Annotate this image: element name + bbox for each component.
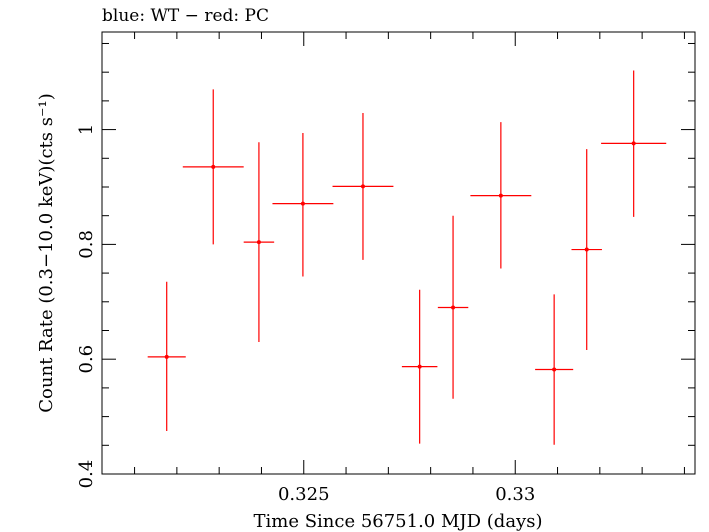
data-point: [571, 149, 602, 351]
data-marker: [631, 141, 636, 146]
x-tick-labels: 0.325 0.33: [278, 484, 535, 505]
y-tick-label: 0.6: [76, 345, 97, 374]
data-marker: [164, 354, 169, 359]
plot-frame: [101, 31, 696, 475]
data-point: [332, 112, 394, 260]
axis-ticks: [102, 32, 695, 475]
data-point: [147, 281, 186, 431]
data-point: [470, 122, 532, 269]
data-point: [535, 294, 574, 445]
data-marker: [417, 364, 422, 369]
data-marker: [300, 201, 305, 206]
data-marker: [498, 193, 503, 198]
x-axis-label: Time Since 56751.0 MJD (days): [253, 511, 542, 532]
data-marker: [584, 247, 589, 252]
data-marker: [552, 367, 557, 372]
y-tick-labels: 0.4 0.6 0.8 1: [76, 124, 97, 488]
data-point: [272, 133, 334, 277]
data-marker: [211, 164, 216, 169]
data-marker: [360, 184, 365, 189]
y-tick-label: 1: [76, 124, 97, 135]
data-marker: [256, 240, 261, 245]
chart-title: blue: WT − red: PC: [102, 6, 269, 26]
data-point: [437, 215, 469, 399]
x-tick-label: 0.325: [278, 484, 330, 505]
data-point: [601, 70, 667, 217]
data-point: [401, 289, 438, 444]
data-marker: [451, 305, 456, 310]
data-points: [147, 70, 667, 445]
data-point: [243, 142, 275, 342]
y-tick-label: 0.8: [76, 230, 97, 259]
x-tick-label: 0.33: [495, 484, 535, 505]
y-axis-label: Count Rate (0.3−10.0 keV)(cts s⁻¹): [36, 93, 57, 412]
y-tick-label: 0.4: [76, 460, 97, 489]
data-point: [182, 89, 244, 245]
